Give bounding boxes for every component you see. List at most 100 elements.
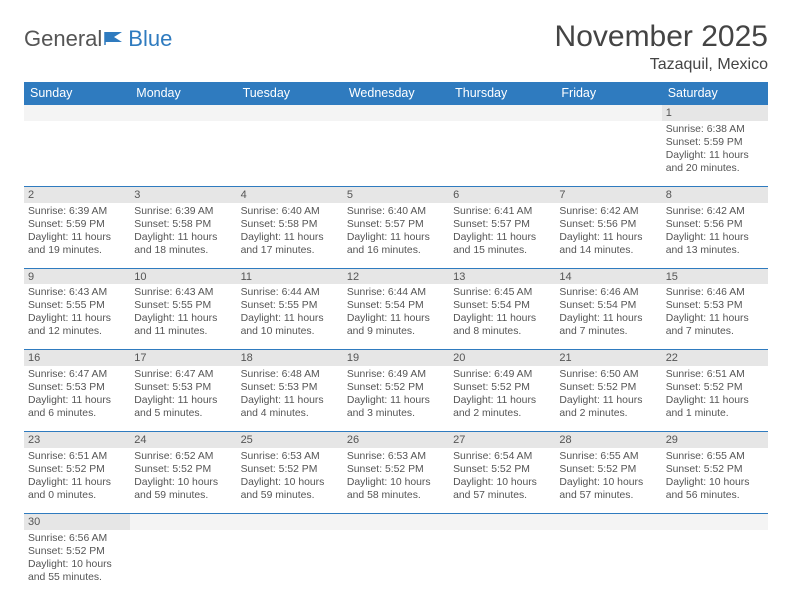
- day-info-cell: Sunrise: 6:49 AMSunset: 5:52 PMDaylight:…: [343, 366, 449, 432]
- brand-logo: General Blue: [24, 26, 172, 52]
- day-dl1: Daylight: 11 hours: [347, 394, 445, 407]
- day-sr: Sunrise: 6:51 AM: [666, 368, 764, 381]
- day-number-cell: 8: [662, 186, 768, 202]
- empty-cell: [130, 121, 236, 186]
- day-ss: Sunset: 5:57 PM: [453, 218, 551, 231]
- day-info-cell: [130, 530, 236, 595]
- day-dl1: Daylight: 11 hours: [453, 312, 551, 325]
- weekday-header: Saturday: [662, 82, 768, 105]
- day-dl1: Daylight: 10 hours: [347, 476, 445, 489]
- day-info-cell: Sunrise: 6:45 AMSunset: 5:54 PMDaylight:…: [449, 284, 555, 350]
- day-ss: Sunset: 5:52 PM: [666, 381, 764, 394]
- day-number-cell: [24, 105, 130, 121]
- day-dl1: Daylight: 11 hours: [28, 394, 126, 407]
- day-dl1: Daylight: 11 hours: [241, 231, 339, 244]
- day-dl2: and 7 minutes.: [559, 325, 657, 338]
- day-ss: Sunset: 5:52 PM: [559, 381, 657, 394]
- day-dl2: and 1 minute.: [666, 407, 764, 420]
- empty-cell: [130, 530, 236, 595]
- day-dl2: and 56 minutes.: [666, 489, 764, 502]
- day-dl1: Daylight: 11 hours: [559, 231, 657, 244]
- day-dl2: and 7 minutes.: [666, 325, 764, 338]
- day-dl1: Daylight: 11 hours: [453, 394, 551, 407]
- day-info-cell: Sunrise: 6:51 AMSunset: 5:52 PMDaylight:…: [24, 448, 130, 514]
- day-dl2: and 57 minutes.: [559, 489, 657, 502]
- day-info-cell: Sunrise: 6:44 AMSunset: 5:55 PMDaylight:…: [237, 284, 343, 350]
- day-sr: Sunrise: 6:44 AM: [347, 286, 445, 299]
- day-number-cell: 27: [449, 432, 555, 448]
- day-sr: Sunrise: 6:53 AM: [347, 450, 445, 463]
- empty-cell: [343, 530, 449, 595]
- day-dl2: and 9 minutes.: [347, 325, 445, 338]
- day-sr: Sunrise: 6:42 AM: [666, 205, 764, 218]
- day-ss: Sunset: 5:58 PM: [134, 218, 232, 231]
- day-sr: Sunrise: 6:46 AM: [666, 286, 764, 299]
- day-number-cell: 22: [662, 350, 768, 366]
- day-dl1: Daylight: 11 hours: [241, 394, 339, 407]
- day-number-cell: [555, 105, 661, 121]
- day-number-cell: 5: [343, 186, 449, 202]
- day-dl1: Daylight: 11 hours: [453, 231, 551, 244]
- day-ss: Sunset: 5:55 PM: [28, 299, 126, 312]
- day-details: Sunrise: 6:40 AMSunset: 5:58 PMDaylight:…: [237, 203, 343, 268]
- day-dl1: Daylight: 11 hours: [559, 312, 657, 325]
- day-dl1: Daylight: 11 hours: [347, 312, 445, 325]
- day-details: Sunrise: 6:55 AMSunset: 5:52 PMDaylight:…: [662, 448, 768, 513]
- day-number-cell: [237, 105, 343, 121]
- day-sr: Sunrise: 6:50 AM: [559, 368, 657, 381]
- day-dl2: and 18 minutes.: [134, 244, 232, 257]
- day-details: Sunrise: 6:52 AMSunset: 5:52 PMDaylight:…: [130, 448, 236, 513]
- calendar-table: Sunday Monday Tuesday Wednesday Thursday…: [24, 82, 768, 595]
- day-info-cell: [449, 530, 555, 595]
- day-ss: Sunset: 5:52 PM: [134, 463, 232, 476]
- day-info-cell: [130, 121, 236, 187]
- day-number-cell: 18: [237, 350, 343, 366]
- day-info-row: Sunrise: 6:39 AMSunset: 5:59 PMDaylight:…: [24, 203, 768, 269]
- day-ss: Sunset: 5:52 PM: [347, 463, 445, 476]
- empty-cell: [343, 121, 449, 186]
- day-dl1: Daylight: 11 hours: [134, 394, 232, 407]
- day-details: Sunrise: 6:40 AMSunset: 5:57 PMDaylight:…: [343, 203, 449, 268]
- day-number-cell: [662, 513, 768, 529]
- day-number-row: 2345678: [24, 186, 768, 202]
- day-info-cell: [24, 121, 130, 187]
- day-dl2: and 2 minutes.: [559, 407, 657, 420]
- day-dl2: and 0 minutes.: [28, 489, 126, 502]
- day-dl2: and 6 minutes.: [28, 407, 126, 420]
- weekday-header: Wednesday: [343, 82, 449, 105]
- day-info-cell: Sunrise: 6:46 AMSunset: 5:54 PMDaylight:…: [555, 284, 661, 350]
- empty-cell: [449, 530, 555, 595]
- day-dl1: Daylight: 11 hours: [28, 476, 126, 489]
- day-details: Sunrise: 6:42 AMSunset: 5:56 PMDaylight:…: [555, 203, 661, 268]
- day-number-cell: [449, 513, 555, 529]
- brand-part1: General: [24, 26, 102, 52]
- day-dl2: and 55 minutes.: [28, 571, 126, 584]
- day-ss: Sunset: 5:52 PM: [453, 381, 551, 394]
- empty-cell: [449, 121, 555, 186]
- day-ss: Sunset: 5:52 PM: [453, 463, 551, 476]
- day-number-cell: 14: [555, 268, 661, 284]
- day-details: Sunrise: 6:51 AMSunset: 5:52 PMDaylight:…: [662, 366, 768, 431]
- day-sr: Sunrise: 6:55 AM: [559, 450, 657, 463]
- day-dl2: and 57 minutes.: [453, 489, 551, 502]
- day-info-row: Sunrise: 6:56 AMSunset: 5:52 PMDaylight:…: [24, 530, 768, 595]
- day-dl1: Daylight: 10 hours: [241, 476, 339, 489]
- day-info-cell: Sunrise: 6:48 AMSunset: 5:53 PMDaylight:…: [237, 366, 343, 432]
- day-sr: Sunrise: 6:56 AM: [28, 532, 126, 545]
- day-dl1: Daylight: 11 hours: [28, 312, 126, 325]
- day-details: Sunrise: 6:50 AMSunset: 5:52 PMDaylight:…: [555, 366, 661, 431]
- day-details: Sunrise: 6:47 AMSunset: 5:53 PMDaylight:…: [24, 366, 130, 431]
- day-details: Sunrise: 6:46 AMSunset: 5:53 PMDaylight:…: [662, 284, 768, 349]
- day-ss: Sunset: 5:53 PM: [134, 381, 232, 394]
- day-sr: Sunrise: 6:45 AM: [453, 286, 551, 299]
- day-number-cell: 24: [130, 432, 236, 448]
- day-info-cell: Sunrise: 6:43 AMSunset: 5:55 PMDaylight:…: [24, 284, 130, 350]
- flag-icon: [104, 30, 126, 46]
- day-sr: Sunrise: 6:53 AM: [241, 450, 339, 463]
- day-number-cell: 7: [555, 186, 661, 202]
- day-dl1: Daylight: 10 hours: [559, 476, 657, 489]
- day-number-cell: 9: [24, 268, 130, 284]
- day-dl2: and 15 minutes.: [453, 244, 551, 257]
- day-details: Sunrise: 6:43 AMSunset: 5:55 PMDaylight:…: [24, 284, 130, 349]
- day-info-cell: Sunrise: 6:51 AMSunset: 5:52 PMDaylight:…: [662, 366, 768, 432]
